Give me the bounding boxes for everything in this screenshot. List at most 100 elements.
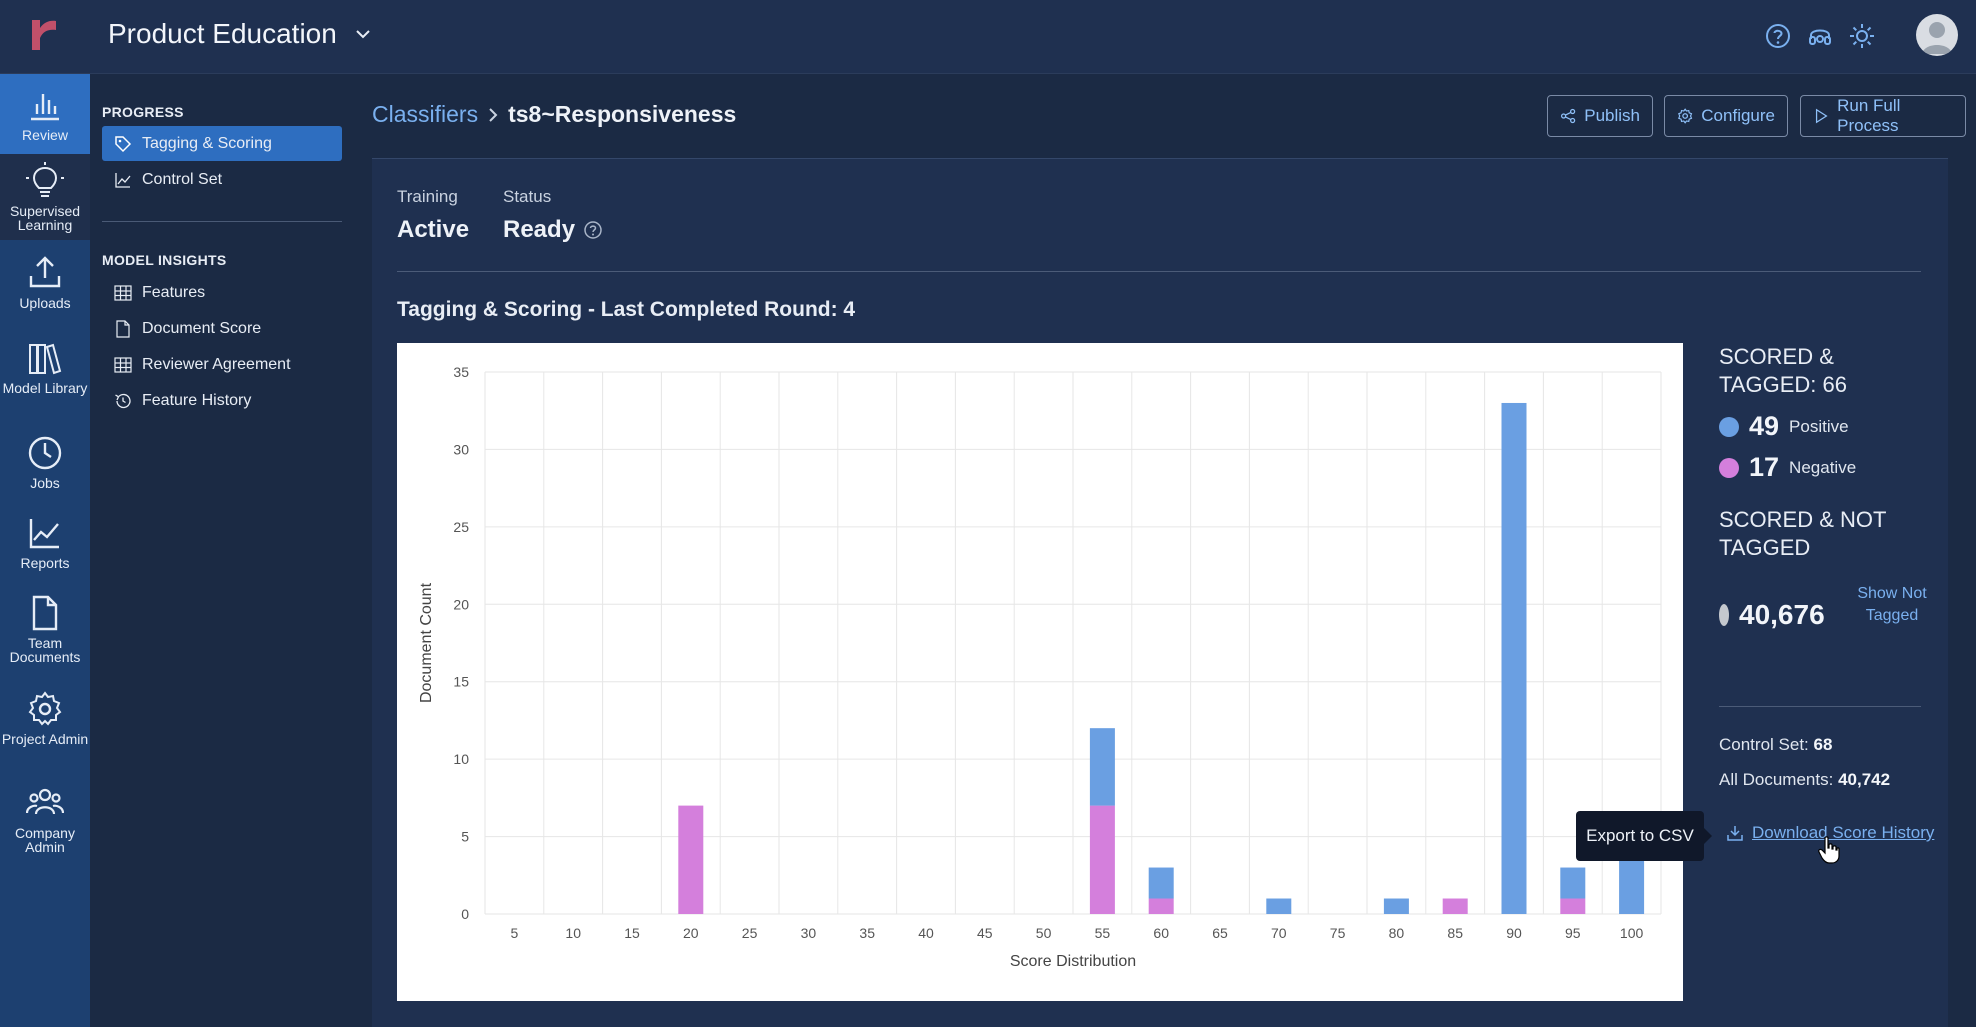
x-tick-label: 50 <box>1036 925 1052 941</box>
bar-positive-70 <box>1266 898 1292 914</box>
subnav-item-feature-history[interactable]: Feature History <box>102 383 342 418</box>
y-tick-label: 0 <box>461 906 469 922</box>
run-full-process-label: Run Full Process <box>1837 96 1901 135</box>
subnav-item-reviewer-agreement[interactable]: Reviewer Agreement <box>102 347 342 382</box>
bar-negative-85 <box>1442 898 1468 914</box>
x-tick-label: 70 <box>1271 925 1287 941</box>
x-tick-label: 95 <box>1565 925 1581 941</box>
positive-legend: 49 Positive <box>1719 411 1849 442</box>
all-documents-value: 40,742 <box>1838 770 1891 789</box>
bar-negative-55 <box>1089 805 1115 914</box>
x-tick-label: 40 <box>918 925 934 941</box>
x-tick-label: 55 <box>1095 925 1111 941</box>
all-documents-label: All Documents: <box>1719 770 1834 789</box>
document-icon <box>116 319 130 338</box>
nav-team-documents[interactable]: Team Documents <box>0 594 90 674</box>
sun-icon[interactable] <box>1848 22 1876 50</box>
bar-positive-80 <box>1383 898 1409 914</box>
subnav-item-features[interactable]: Features <box>102 275 342 310</box>
breadcrumb: Classifiers ts8~Responsiveness <box>372 101 736 128</box>
project-switcher[interactable]: Product Education <box>108 18 371 50</box>
subnav-item-document-score[interactable]: Document Score <box>102 311 342 346</box>
gear-icon <box>1678 108 1693 124</box>
hand-cursor-icon <box>1818 836 1840 864</box>
bar-negative-20 <box>678 805 704 914</box>
not-tagged-dot <box>1719 604 1729 626</box>
x-tick-label: 75 <box>1330 925 1346 941</box>
nav-label: Model Library <box>2 380 88 396</box>
run-full-process-button[interactable]: Run Full Process <box>1800 95 1966 137</box>
document-icon <box>32 595 58 631</box>
scored-tagged-heading: SCORED & TAGGED: 66 <box>1719 344 1847 397</box>
subnav-item-label: Document Score <box>142 319 262 337</box>
nav-label: Company Admin <box>15 825 75 855</box>
x-tick-label: 80 <box>1389 925 1405 941</box>
status-value: Ready <box>503 216 576 243</box>
status-label: Status <box>503 187 552 206</box>
subnav-item-label: Tagging & Scoring <box>142 134 272 152</box>
nav-project-admin[interactable]: Project Admin <box>0 690 90 770</box>
nav-label: Team Documents <box>9 635 81 665</box>
nav-model-library[interactable]: Model Library <box>0 339 90 419</box>
subnav-item-control-set[interactable]: Control Set <box>102 162 342 197</box>
y-tick-label: 20 <box>453 596 469 612</box>
books-icon <box>29 343 62 375</box>
divider <box>397 271 1921 272</box>
x-tick-label: 60 <box>1153 925 1169 941</box>
app-logo[interactable] <box>28 16 60 54</box>
breadcrumb-classifiers-link[interactable]: Classifiers <box>372 101 479 127</box>
control-set-stat: Control Set: 68 <box>1719 735 1832 755</box>
subnav-item-tagging-scoring[interactable]: Tagging & Scoring <box>102 126 342 161</box>
clock-icon <box>28 436 62 470</box>
nav-uploads[interactable]: Uploads <box>0 254 90 334</box>
nav-label: Project Admin <box>1 731 89 747</box>
show-not-tagged-link[interactable]: Show Not Tagged <box>1857 585 1927 624</box>
nav-jobs[interactable]: Jobs <box>0 434 90 504</box>
divider <box>1719 706 1921 707</box>
gear-icon <box>28 691 62 726</box>
nav-supervised-learning[interactable]: Supervised Learning <box>0 154 90 240</box>
not-tagged-row: 40,676 <box>1719 599 1825 631</box>
user-avatar[interactable] <box>1916 14 1958 56</box>
breadcrumb-current: ts8~Responsiveness <box>508 101 737 127</box>
help-circle-icon[interactable] <box>583 220 603 240</box>
project-title: Product Education <box>108 18 337 49</box>
divider <box>102 221 342 222</box>
y-tick-label: 35 <box>453 364 469 380</box>
subnav-item-label: Feature History <box>142 391 252 409</box>
control-set-value: 68 <box>1813 735 1833 754</box>
users-icon <box>26 788 64 815</box>
subnav-item-label: Control Set <box>142 170 223 188</box>
lightbulb-icon <box>26 162 64 197</box>
x-tick-label: 90 <box>1506 925 1522 941</box>
bar-positive-60 <box>1148 867 1174 899</box>
share-icon <box>1560 108 1576 124</box>
download-score-history-link[interactable]: Download Score History <box>1726 823 1934 843</box>
y-tick-label: 15 <box>453 674 469 690</box>
chevron-right-icon <box>489 107 498 122</box>
configure-button[interactable]: Configure <box>1664 95 1788 137</box>
bar-chart-icon <box>31 94 59 121</box>
headset-icon[interactable] <box>1806 22 1834 50</box>
x-tick-label: 5 <box>511 925 519 941</box>
status-value-wrap: Ready <box>503 216 603 244</box>
play-icon <box>1815 108 1828 124</box>
round-title: Tagging & Scoring - Last Completed Round… <box>397 298 856 321</box>
x-tick-label: 85 <box>1447 925 1463 941</box>
nav-review[interactable]: Review <box>0 74 90 154</box>
x-tick-label: 35 <box>859 925 875 941</box>
publish-label: Publish <box>1584 106 1640 125</box>
download-label: Download Score History <box>1752 823 1935 842</box>
nav-company-admin[interactable]: Company Admin <box>0 784 90 864</box>
chevron-down-icon <box>356 30 370 39</box>
nav-reports[interactable]: Reports <box>0 514 90 584</box>
publish-button[interactable]: Publish <box>1547 95 1653 137</box>
help-circle-icon[interactable] <box>1764 22 1792 50</box>
x-tick-label: 10 <box>565 925 581 941</box>
top-bar: Product Education <box>0 0 1976 74</box>
positive-label: Positive <box>1789 416 1849 436</box>
negative-dot <box>1719 457 1739 478</box>
y-tick-label: 30 <box>453 441 469 457</box>
subnav-item-label: Features <box>142 283 206 301</box>
history-icon <box>115 393 131 408</box>
